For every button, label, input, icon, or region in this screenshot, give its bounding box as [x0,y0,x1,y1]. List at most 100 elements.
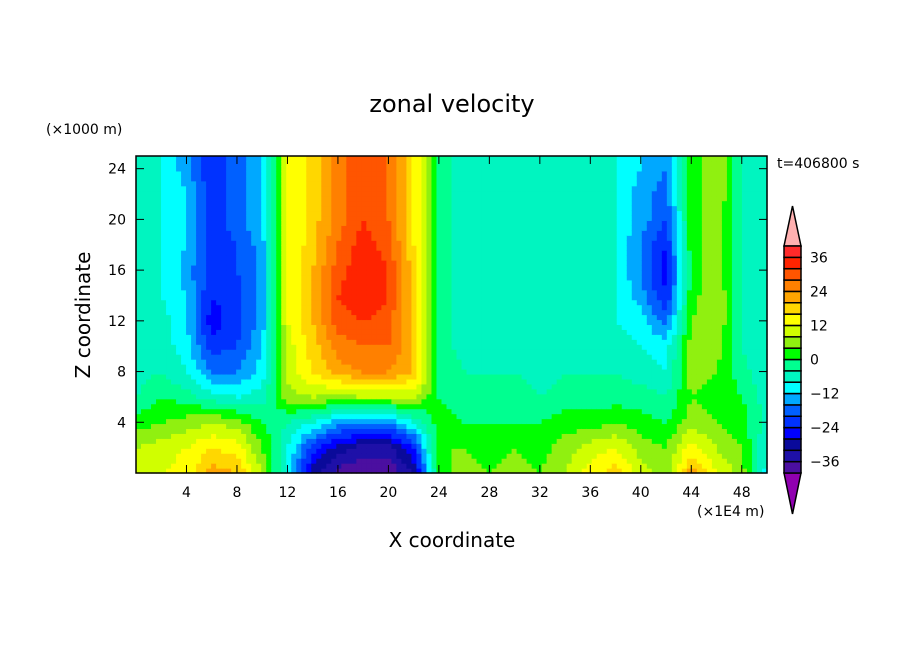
contour-cell [396,463,403,469]
contour-cell [341,235,347,241]
contour-cell [261,319,267,326]
contour-cell [481,344,488,350]
contour-cell [381,309,387,316]
contour-cell [301,240,307,246]
contour-cell [311,364,317,370]
contour-cell [201,220,207,226]
contour-cell [311,354,317,360]
contour-cell [516,269,523,276]
contour-cell [316,210,322,217]
contour-cell [351,378,357,385]
contour-cell [281,240,287,246]
contour-cell [421,220,428,226]
contour-cell [221,388,227,395]
contour-cell [196,373,202,380]
contour-cell [231,156,237,162]
contour-cell [416,195,423,202]
contour-cell [291,250,297,256]
contour-cell [246,438,252,444]
contour-cell [151,364,157,370]
contour-cell [436,393,443,400]
contour-cell [296,235,302,241]
contour-cell [446,190,453,197]
contour-cell [491,185,498,192]
contour-cell [466,428,473,434]
contour-cell [366,468,372,474]
contour-cell [486,388,493,395]
contour-cell [281,289,287,296]
contour-cell [296,175,302,182]
contour-cell [236,260,242,266]
contour-cell [306,210,312,217]
contour-cell [176,388,182,395]
contour-cell [361,170,367,177]
contour-cell [376,314,382,321]
contour-cell [181,448,187,454]
contour-cell [181,220,187,226]
contour-cell [441,378,448,385]
contour-cell [316,438,322,444]
contour-cell [151,245,157,251]
contour-cell [311,269,317,276]
contour-cell [441,418,448,425]
contour-cell [186,368,192,375]
contour-cell [461,220,468,226]
contour-cell [411,269,418,276]
contour-cell [361,165,367,172]
contour-cell [206,324,212,330]
contour-cell [366,269,372,276]
contour-cell [426,180,433,187]
contour-cell [371,448,377,454]
contour-cell [496,324,503,330]
contour-cell [511,160,518,167]
contour-cell [321,235,327,241]
contour-cell [371,170,377,177]
contour-cell [466,309,473,316]
contour-cell [381,418,387,425]
contour-cell [351,418,357,425]
contour-cell [511,339,518,345]
contour-cell [256,250,262,256]
contour-cell [296,344,302,350]
contour-cell [291,180,297,187]
contour-cell [261,289,267,296]
contour-cell [136,433,142,439]
contour-cell [246,344,252,350]
contour-cell [336,309,342,316]
contour-cell [246,334,252,340]
contour-cell [171,468,177,474]
contour-cell [316,195,322,202]
contour-cell [311,230,317,236]
contour-cell [451,458,458,464]
contour-cell [401,195,408,202]
contour-cell [211,274,217,281]
contour-cell [466,304,473,311]
contour-cell [361,418,367,425]
contour-cell [431,398,438,405]
contour-cell [371,304,377,311]
contour-cell [286,170,292,177]
contour-cell [186,250,192,256]
contour-cell [196,359,202,365]
contour-cell [346,398,352,405]
contour-cell [311,215,317,221]
contour-cell [521,245,528,251]
contour-cell [221,299,227,306]
contour-cell [336,220,342,226]
contour-cell [181,364,187,370]
contour-cell [231,418,237,425]
contour-cell [441,294,448,301]
contour-cell [146,170,152,177]
contour-cell [216,190,222,197]
contour-cell [376,180,382,187]
contour-cell [491,413,498,420]
contour-cell [156,433,162,439]
contour-cell [396,205,403,212]
contour-cell [251,443,257,449]
contour-cell [276,368,282,375]
contour-cell [406,398,413,405]
contour-cell [356,250,362,256]
contour-cell [366,443,372,449]
contour-cell [511,230,518,236]
contour-cell [236,319,242,326]
